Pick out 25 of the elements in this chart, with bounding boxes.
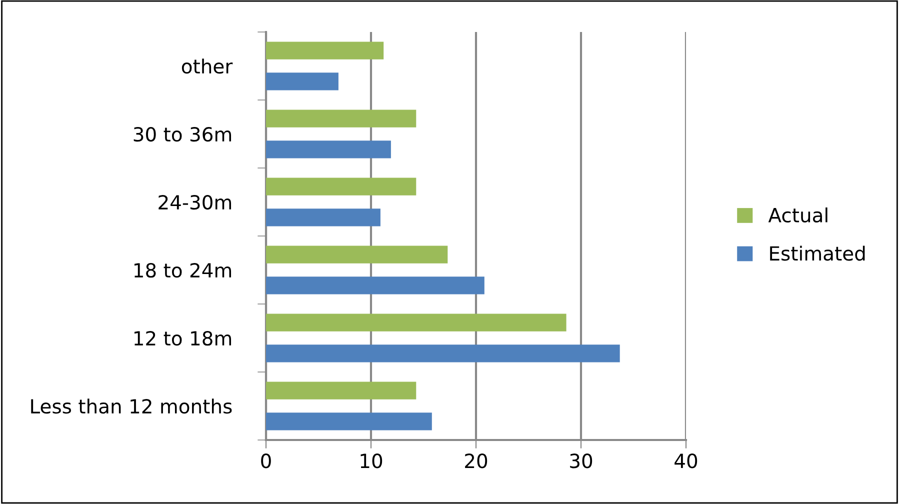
bar [266, 140, 391, 158]
bar [266, 382, 416, 400]
bar [266, 110, 416, 128]
y-tick-label: 12 to 18m [134, 330, 232, 346]
y-tick-label: other [182, 58, 233, 74]
y-tick-label: Less than 12 months [31, 398, 232, 414]
x-tick-label: 20 [465, 454, 488, 468]
bar [266, 276, 484, 294]
bar [266, 72, 338, 90]
x-tick-label: 10 [360, 454, 382, 468]
bar [266, 344, 620, 362]
y-tick-label: 18 to 24m [134, 262, 232, 278]
bar [266, 178, 416, 196]
legend-label: Estimated [770, 246, 865, 261]
bar [266, 314, 566, 332]
legend-label: Actual [768, 207, 828, 223]
bar [266, 246, 448, 264]
x-tick-label: 0 [261, 454, 271, 468]
bar [266, 42, 384, 60]
bar [266, 412, 432, 430]
y-tick-label: 24-30m [158, 194, 232, 210]
y-tick-label: 30 to 36m [134, 126, 232, 142]
x-tick-label: 40 [674, 454, 698, 468]
x-tick-label: 30 [570, 454, 592, 468]
bar [266, 208, 380, 226]
